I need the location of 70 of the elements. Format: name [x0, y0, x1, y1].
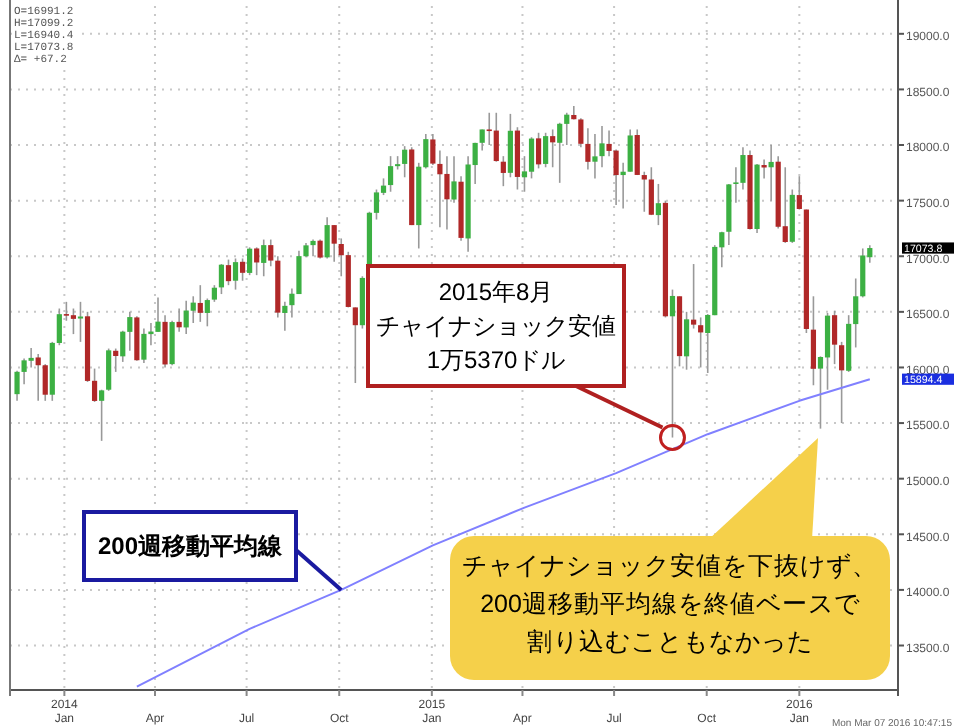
candlestick [839, 341, 845, 424]
candlestick [254, 246, 260, 276]
candlestick [810, 295, 817, 387]
candlestick [726, 183, 732, 246]
candlestick [324, 216, 330, 260]
candlestick [239, 257, 246, 282]
candlestick [204, 297, 210, 328]
candlestick [761, 158, 767, 180]
candlestick [500, 155, 506, 187]
candlestick [507, 113, 513, 179]
candlestick [831, 309, 838, 365]
candlestick [77, 301, 84, 343]
candlestick [557, 121, 563, 184]
candlestick [719, 230, 725, 269]
candlestick [535, 131, 542, 170]
candlestick [514, 126, 521, 191]
candlestick [669, 288, 676, 439]
candlestick [402, 145, 408, 179]
candlestick [528, 136, 535, 180]
candlestick [183, 299, 189, 335]
candlestick [56, 307, 62, 347]
candlestick [359, 275, 365, 330]
candlestick [387, 155, 394, 193]
candlestick [493, 111, 499, 163]
candlestick [782, 166, 788, 244]
candlestick [91, 367, 98, 403]
candlestick [655, 183, 661, 226]
candlestick [627, 128, 633, 173]
candlestick [796, 175, 802, 211]
annotation: チャイナショック安値を下抜けず、 [462, 550, 878, 580]
candlestick [232, 257, 239, 291]
annotation: 1万5370ドル [426, 346, 566, 374]
candlestick [846, 314, 852, 373]
annotation: 2015年8月 [438, 278, 554, 306]
candlestick [683, 311, 690, 371]
candlestick [162, 314, 168, 369]
candlestick [63, 301, 69, 322]
candlestick [592, 133, 598, 180]
candlestick [99, 388, 105, 442]
candlestick [282, 301, 288, 332]
candlestick [225, 258, 232, 286]
candlestick [261, 238, 267, 278]
candlestick [444, 155, 450, 231]
candlestick [35, 353, 41, 402]
candlestick [373, 188, 380, 221]
annotation: 200週移動平均線を終値ベースで [480, 590, 862, 618]
candlestick [817, 355, 824, 430]
candlestick [550, 128, 556, 169]
candlestick [352, 306, 358, 384]
annotation: 割り込むこともなかった [527, 628, 813, 656]
annotation: 200週移動平均線 [97, 532, 285, 560]
candlestick [543, 131, 549, 169]
candlestick [197, 284, 203, 323]
candlestick [824, 312, 831, 391]
candlestick [141, 327, 147, 364]
candlestick [106, 347, 112, 392]
candlestick [218, 263, 225, 295]
candlestick [430, 133, 436, 166]
candlestick [691, 263, 697, 330]
candlestick [134, 315, 140, 362]
candlestick [70, 307, 77, 335]
candlestick [113, 347, 119, 373]
candlestick [698, 316, 704, 369]
annotation: チャイナショック安値 [376, 312, 616, 340]
candlestick [28, 347, 34, 369]
candlestick [789, 188, 795, 244]
candlestick [42, 363, 48, 402]
candlestick [648, 166, 654, 216]
candlestick [190, 295, 196, 324]
candlestick [247, 246, 253, 276]
